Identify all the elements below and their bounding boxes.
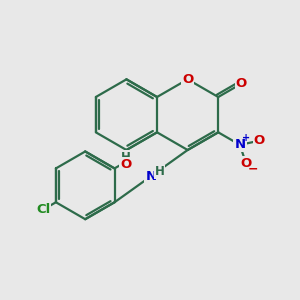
Text: N: N [234, 138, 245, 151]
Text: O: O [182, 73, 193, 86]
Text: O: O [236, 77, 247, 90]
Text: −: − [247, 163, 258, 176]
Text: Cl: Cl [36, 203, 50, 216]
Text: O: O [254, 134, 265, 147]
Text: +: + [242, 134, 250, 143]
Text: H: H [154, 165, 164, 178]
Text: H: H [121, 151, 131, 164]
Text: O: O [240, 157, 252, 170]
Text: N: N [146, 169, 157, 183]
Text: O: O [120, 158, 132, 171]
